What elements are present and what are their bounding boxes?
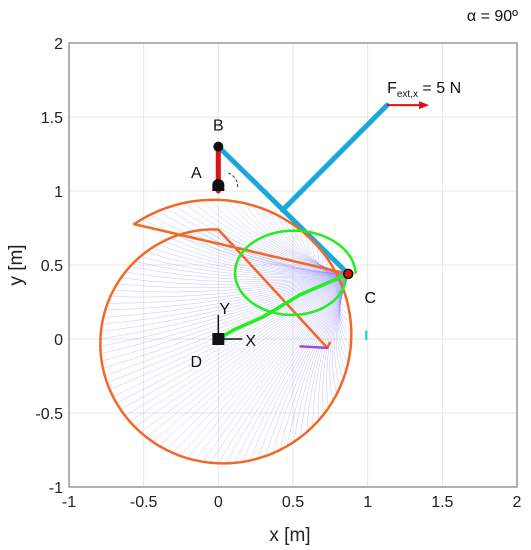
tick-labels: -1 -0.5 0 0.5 1 1.5 2 -1 -0.5 0 0.5 1 1.5 2 [35,36,521,511]
fan-curve [116,273,349,289]
fan-curve [120,273,349,410]
force-main: F [387,80,397,97]
x-tick-label: 2 [513,494,522,511]
point-label-d: D [191,354,203,371]
y-tick-label: -1 [49,480,63,497]
fan-curve [218,229,349,275]
fan-curve [149,214,349,275]
joint-a-marker [212,185,225,191]
x-tick-label: 1.5 [431,494,453,511]
fan-curve [116,273,349,404]
fan-curve [100,273,349,332]
y-tick-label: 1 [54,184,63,201]
fan-curve [157,244,349,275]
x-tick-label: -0.5 [130,494,158,511]
fan-curve [233,273,349,464]
force-annotation: Fext,x = 5 N [387,80,461,100]
fan-curve [100,273,349,347]
x-tick-label: 1 [363,494,372,511]
orange-spiral-line [99,198,353,465]
fan-curve [103,273,349,318]
fan-curve [172,273,349,454]
fan-curve [157,210,349,275]
frame-x-label: X [245,333,256,350]
fan-curve [129,266,349,280]
fan-curve [170,237,349,275]
markers [212,101,430,345]
angle-arc [228,172,239,190]
fan-curve [140,256,349,277]
fan-curve [249,273,349,461]
fan-curve [264,273,349,457]
point-label-b: B [213,118,224,135]
joint-b-marker [213,141,224,152]
fan-curve [210,273,349,463]
fan-curve [194,273,349,461]
green-loop-line [233,229,357,317]
fan-curve [204,229,349,275]
force-arrow-head [419,101,430,110]
fan-curve [176,235,349,275]
y-tick-label: -0.5 [35,406,63,423]
joint-c-marker [343,268,354,280]
y-tick-label: 2 [54,36,63,53]
force-suffix: = 5 N [418,80,461,97]
fan-curve [145,251,349,276]
fan-curve [272,273,349,454]
axes-frame [68,42,518,488]
fan-curve [165,273,349,450]
point-label-a: A [191,165,202,182]
y-tick-label: 0 [54,332,63,349]
y-tick-label: 0.5 [41,258,63,275]
point-labels: A B C XY D [191,118,376,371]
fan-curve [129,273,349,422]
x-tick-label: 0.5 [282,494,304,511]
fan-curve [134,273,349,428]
fan-curve [107,273,349,304]
x-axis-label: x [m] [269,525,310,546]
fan-curve [109,273,349,390]
angle-annotation: α = 90º [467,8,518,25]
fan-curve [120,273,349,285]
fan-curve [110,273,349,298]
fan-curve [101,273,349,325]
link-blue-line [280,102,390,213]
fan-curve [124,273,349,416]
fan-curve [179,273,349,456]
fan-curve [113,273,349,293]
fan-curve [225,273,349,464]
fan-curve [257,273,349,459]
fan-curve [100,273,349,340]
x-tick-label: -1 [62,494,76,511]
fan-curve [158,273,349,447]
y-axis-label: y [m] [6,244,27,285]
fan-curve [202,273,349,462]
y-tick-label: 1.5 [41,110,63,127]
fan-curve [174,205,349,275]
x-tick-label: 0 [214,494,223,511]
frame-y-label: Y [219,301,230,318]
fan-curve [151,247,349,276]
fan-curve [218,273,349,464]
point-label-c: C [364,290,376,307]
purple-segment-line [299,345,329,350]
joint-a-cap [212,179,225,185]
fan-curve [134,261,349,279]
green-curve-line [216,272,351,341]
fan-curve [197,230,349,275]
fan-curve [183,233,349,275]
fan-curve [140,273,349,433]
fan-curve [187,273,349,459]
fan-curve [241,273,349,463]
fan-curve [146,273,349,438]
force-sub: ext,x [397,89,418,100]
fan-curve [105,273,349,311]
plot-frame [68,42,518,488]
fan-curve [152,273,349,442]
